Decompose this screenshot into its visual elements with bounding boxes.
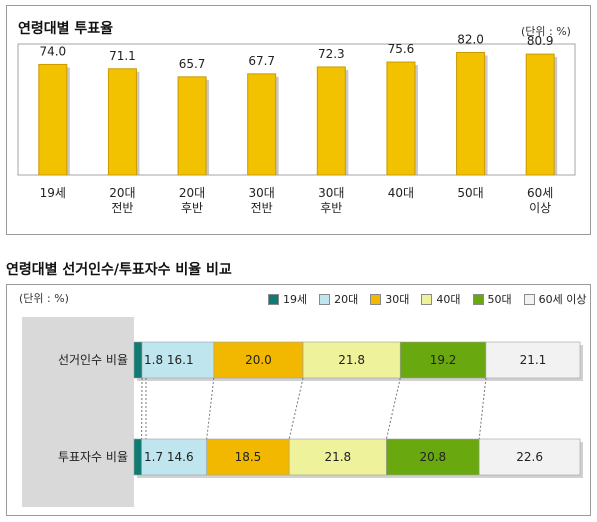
stacked-segment	[133, 341, 143, 379]
vote-rate-category-label: 전반	[111, 201, 133, 215]
ratio-comparison-unit: (단위 : %)	[19, 292, 69, 305]
segment-value-label: 21.8	[338, 353, 365, 367]
legend-label: 19세	[283, 293, 308, 306]
segment-connector	[288, 377, 304, 440]
legend-label: 40대	[436, 293, 461, 306]
vote-rate-value-label: 65.7	[179, 57, 206, 71]
stacked-segment	[386, 438, 480, 476]
legend-item: 20대	[319, 291, 358, 307]
stacked-segment	[485, 341, 581, 379]
segment-connector	[478, 377, 487, 440]
vote-rate-category-label: 이상	[529, 201, 551, 215]
row-label-background	[22, 317, 134, 507]
stacked-segment	[141, 341, 215, 379]
vote-rate-category-label: 20대	[179, 186, 205, 200]
legend-item: 60세 이상	[523, 291, 587, 307]
legend-label: 20대	[334, 293, 359, 306]
vote-rate-bar	[247, 73, 277, 176]
stacked-segment	[213, 341, 304, 379]
vote-rate-unit: (단위 : %)	[521, 25, 571, 38]
legend-swatch	[472, 293, 484, 305]
vote-rate-value-label: 71.1	[109, 49, 136, 63]
vote-rate-category-label: 전반	[251, 201, 273, 215]
segment-value-label: 1.7 14.6	[144, 450, 194, 464]
legend-swatch	[421, 293, 433, 305]
vote-rate-value-label: 74.0	[39, 44, 66, 58]
segment-value-label: 20.8	[419, 450, 446, 464]
stacked-segment	[288, 438, 387, 476]
vote-rate-value-label: 75.6	[388, 42, 415, 56]
legend-swatch	[523, 293, 535, 305]
stacked-segment	[133, 438, 142, 476]
vote-rate-value-label: 80.9	[527, 34, 554, 48]
segment-value-label: 21.1	[520, 353, 547, 367]
vote-rate-bar	[316, 66, 346, 176]
stacked-segment	[206, 438, 290, 476]
vote-rate-category-label: 60세	[527, 186, 553, 200]
legend-item: 30대	[370, 291, 409, 307]
ratio-legend: 19세 20대 30대 40대 50대 60세 이상	[268, 291, 597, 307]
stacked-segment	[302, 341, 401, 379]
vote-rate-category-label: 19세	[40, 186, 66, 200]
row-category-label: 투표자수 비율	[58, 450, 128, 464]
legend-swatch	[370, 293, 382, 305]
segment-value-label: 20.0	[245, 353, 272, 367]
vote-rate-bar	[177, 76, 207, 176]
segment-value-label: 1.8 16.1	[144, 353, 194, 367]
stacked-segment	[399, 341, 487, 379]
segment-value-label: 22.6	[516, 450, 543, 464]
legend-swatch	[268, 293, 279, 305]
vote-rate-title: 연령대별 투표율	[18, 21, 114, 37]
legend-label: 60세 이상	[538, 293, 587, 306]
legend-label: 30대	[385, 293, 410, 306]
vote-rate-category-label: 30대	[249, 186, 275, 200]
vote-rate-bar	[386, 61, 416, 176]
vote-rate-value-label: 67.7	[248, 54, 275, 68]
vote-rate-category-label: 20대	[109, 186, 135, 200]
segment-connector	[206, 377, 215, 440]
vote-rate-category-label: 50대	[457, 186, 483, 200]
vote-rate-plot-frame	[17, 43, 576, 176]
ratio-comparison-title: 연령대별 선거인수/투표자수 비율 비교	[6, 262, 232, 278]
row-category-label: 선거인수 비율	[58, 353, 128, 367]
legend-item: 50대	[472, 291, 512, 307]
vote-rate-category-label: 후반	[320, 201, 342, 215]
legend-item: 19세	[268, 291, 307, 307]
vote-rate-category-label: 40대	[388, 186, 414, 200]
vote-rate-bar	[525, 53, 555, 176]
vote-rate-category-label: 후반	[181, 201, 203, 215]
vote-rate-bar	[456, 51, 486, 176]
legend-item: 40대	[421, 291, 461, 307]
stacked-segment	[478, 438, 581, 476]
legend-swatch	[319, 293, 331, 305]
stacked-segment	[141, 438, 207, 476]
segment-value-label: 19.2	[430, 353, 457, 367]
segment-value-label: 18.5	[235, 450, 262, 464]
vote-rate-bar	[107, 68, 137, 176]
segment-connector	[385, 377, 401, 440]
legend-label: 50대	[487, 293, 512, 306]
vote-rate-category-label: 30대	[318, 186, 344, 200]
vote-rate-value-label: 82.0	[457, 32, 484, 46]
vote-rate-value-label: 72.3	[318, 47, 345, 61]
vote-rate-bar	[38, 63, 68, 176]
segment-value-label: 21.8	[324, 450, 351, 464]
